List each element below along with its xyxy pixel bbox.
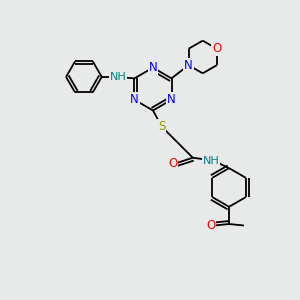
Text: N: N — [130, 93, 139, 106]
Text: O: O — [168, 157, 178, 169]
Text: N: N — [167, 93, 176, 106]
Text: N: N — [184, 58, 193, 72]
Text: O: O — [212, 42, 221, 55]
Text: O: O — [206, 219, 215, 232]
Text: NH: NH — [110, 72, 127, 82]
Text: NH: NH — [203, 156, 220, 166]
Text: N: N — [148, 61, 157, 74]
Text: S: S — [158, 120, 166, 133]
